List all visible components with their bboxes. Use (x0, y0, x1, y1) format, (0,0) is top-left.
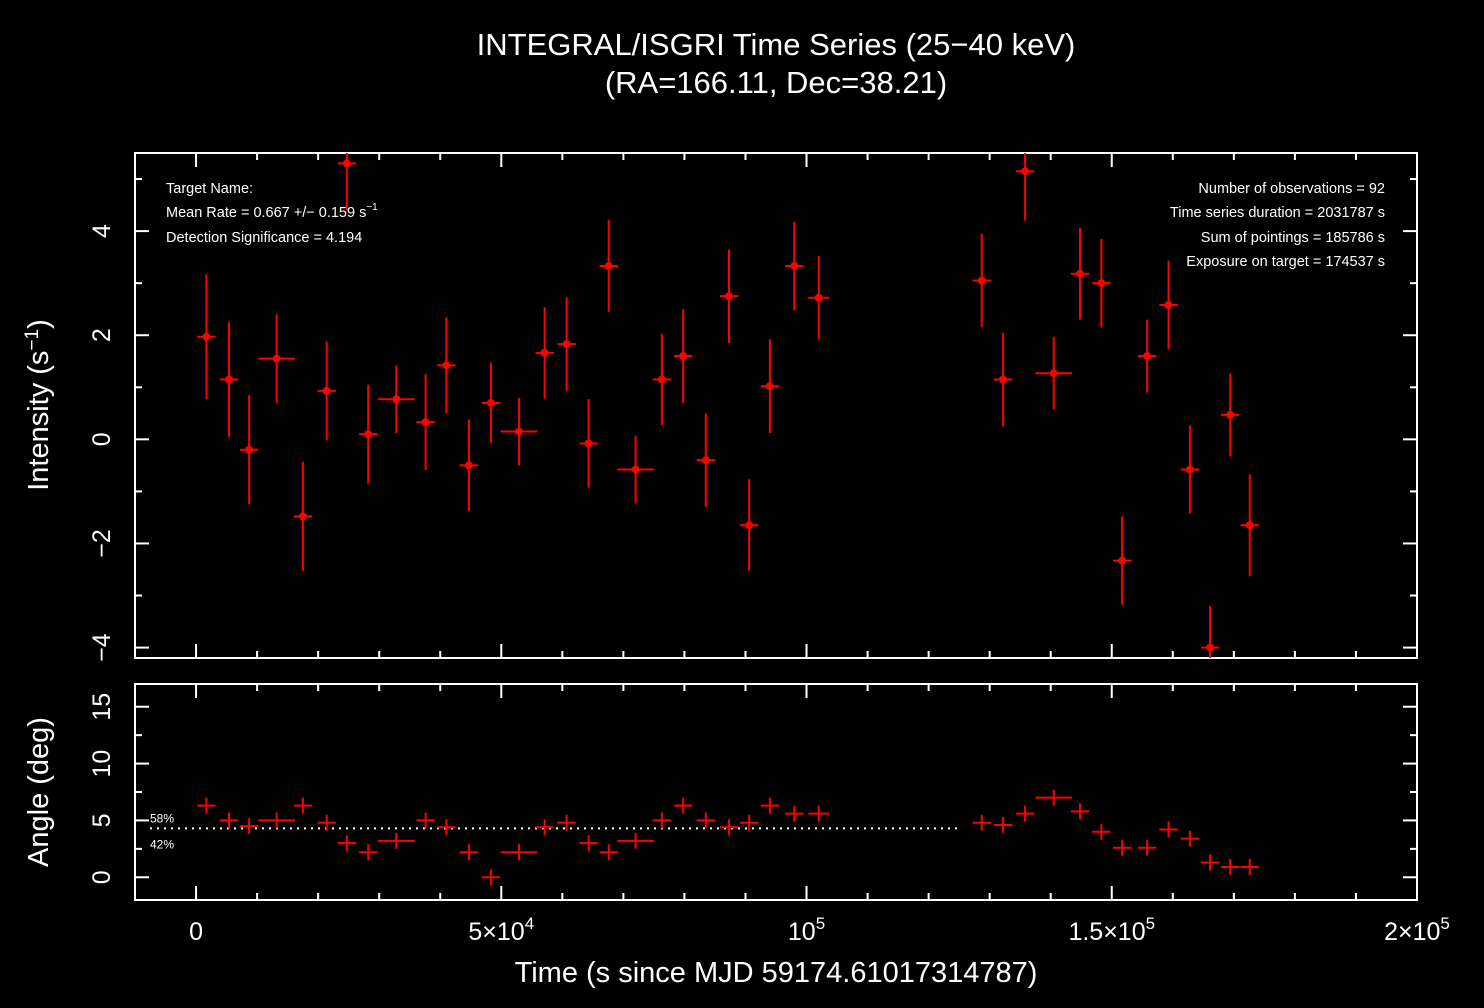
intensity-point (745, 521, 754, 530)
intensity-point (298, 512, 307, 521)
x-tick-label: 5×104 (468, 914, 534, 946)
x-tick-label: 105 (788, 914, 825, 946)
intensity-point (421, 418, 430, 427)
intensity-point (604, 261, 613, 270)
time-x-ticks: 0 5×104 105 1.5×105 2×105 (189, 153, 1450, 946)
intensity-y-tick-label: −4 (88, 633, 116, 662)
intensity-point (562, 340, 571, 349)
intensity-point (245, 445, 254, 454)
angle-y-tick-label: 5 (88, 813, 116, 827)
x-tick-label: 0 (189, 918, 203, 946)
intensity-point (631, 465, 640, 474)
angle-y-tick-label: 10 (88, 750, 116, 778)
intensity-point (679, 352, 688, 361)
intensity-y-tick-label: −2 (88, 529, 116, 558)
intensity-y-tick-label: 4 (88, 224, 116, 238)
intensity-point (1143, 352, 1152, 361)
chart-subtitle: (RA=166.11, Dec=38.21) (605, 65, 947, 100)
angle-data-points (197, 789, 1259, 886)
intensity-point (202, 332, 211, 341)
intensity-point (657, 375, 666, 384)
detection-significance-label: Detection Significance = 4.194 (166, 230, 362, 246)
exposure-on-target-label: Exposure on target = 174537 s (1186, 254, 1385, 270)
intensity-point (999, 375, 1008, 384)
intensity-point (1118, 556, 1127, 565)
intensity-point (392, 395, 401, 404)
intensity-point (1021, 167, 1030, 176)
intensity-point (814, 293, 823, 302)
number-of-observations-label: Number of observations = 92 (1198, 181, 1385, 197)
angle-y-tick-label: 15 (88, 693, 116, 721)
mean-rate-label: Mean Rate = 0.667 +/− 0.159 s−1 (166, 202, 378, 221)
intensity-y-tick-label: 2 (88, 328, 116, 342)
intensity-y-tick-label: 0 (88, 432, 116, 446)
angle-y-axis-label: Angle (deg) (23, 717, 55, 867)
intensity-y-axis-label: Intensity (s−1) (22, 319, 55, 491)
intensity-point (1185, 465, 1194, 474)
intensity-point (584, 439, 593, 448)
intensity-point (1097, 279, 1106, 288)
intensity-point (540, 348, 549, 357)
intensity-point (225, 375, 234, 384)
intensity-point (442, 361, 451, 370)
intensity-point (1049, 369, 1058, 378)
intensity-y-ticks: −4 −2 0 2 4 (88, 178, 1417, 662)
intensity-point (364, 430, 373, 439)
chart-title: INTEGRAL/ISGRI Time Series (25−40 keV) (477, 27, 1076, 62)
intensity-point (765, 382, 774, 391)
intensity-point (514, 427, 523, 436)
intensity-point (322, 386, 331, 395)
intensity-panel-frame (134, 152, 1418, 659)
intensity-point (1226, 410, 1235, 419)
intensity-point (272, 354, 281, 363)
intensity-point (724, 292, 733, 301)
target-name-label: Target Name: (166, 181, 253, 197)
threshold-below-label: 42% (150, 837, 174, 851)
intensity-point (464, 461, 473, 470)
time-series-duration-label: Time series duration = 2031787 s (1170, 205, 1385, 221)
intensity-point (701, 456, 710, 465)
threshold-above-label: 58% (150, 811, 174, 825)
intensity-point (342, 159, 351, 168)
intensity-point (977, 276, 986, 285)
sum-of-pointings-label: Sum of pointings = 185786 s (1201, 230, 1385, 246)
intensity-point (486, 398, 495, 407)
intensity-point (790, 261, 799, 270)
angle-y-ticks: 0 5 10 15 (88, 693, 1417, 884)
intensity-point (1245, 521, 1254, 530)
intensity-point (1206, 643, 1215, 652)
x-tick-label: 2×105 (1384, 914, 1450, 946)
x-tick-label: 1.5×105 (1068, 914, 1155, 946)
intensity-point (1164, 301, 1173, 310)
intensity-data-points (197, 153, 1259, 658)
time-x-axis-label: Time (s since MJD 59174.61017314787) (515, 957, 1038, 989)
intensity-point (1076, 269, 1085, 278)
angle-y-tick-label: 0 (88, 870, 116, 884)
